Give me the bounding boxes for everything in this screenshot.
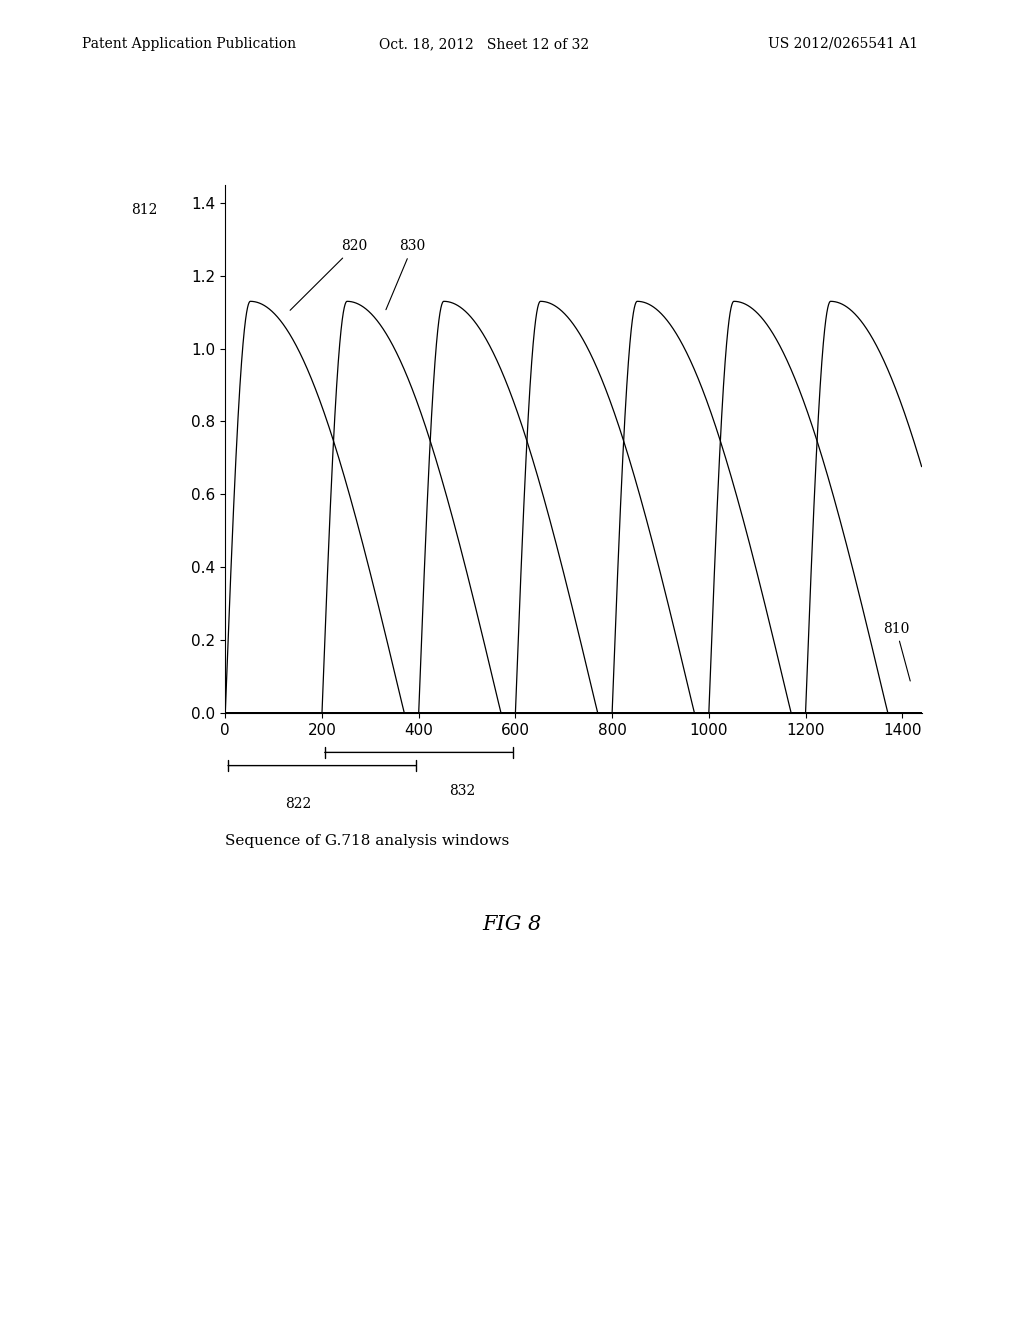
Text: US 2012/0265541 A1: US 2012/0265541 A1 bbox=[768, 37, 919, 51]
Text: 830: 830 bbox=[386, 239, 426, 310]
Text: 832: 832 bbox=[450, 784, 475, 799]
Text: 810: 810 bbox=[883, 622, 910, 681]
Text: 820: 820 bbox=[290, 239, 368, 310]
Text: 812: 812 bbox=[131, 203, 158, 218]
Text: FIG 8: FIG 8 bbox=[482, 915, 542, 933]
Text: Oct. 18, 2012   Sheet 12 of 32: Oct. 18, 2012 Sheet 12 of 32 bbox=[379, 37, 589, 51]
Text: Patent Application Publication: Patent Application Publication bbox=[82, 37, 296, 51]
Text: 822: 822 bbox=[285, 797, 311, 812]
Text: Sequence of G.718 analysis windows: Sequence of G.718 analysis windows bbox=[225, 834, 510, 849]
